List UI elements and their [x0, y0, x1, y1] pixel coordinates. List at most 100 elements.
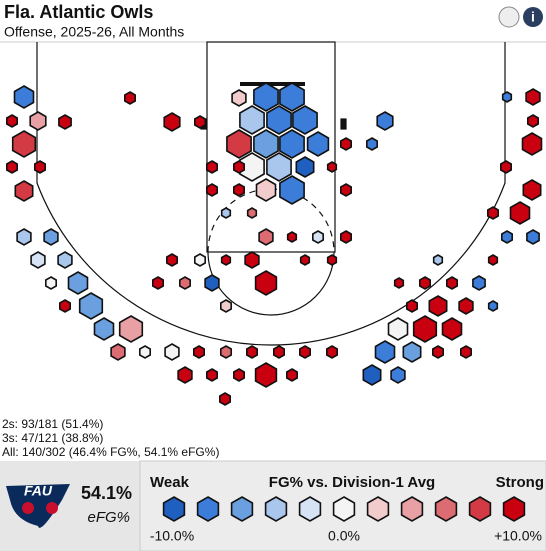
- legend-tick: -10.0%: [150, 528, 194, 544]
- shot-hex: [194, 115, 206, 129]
- shot-hex: [226, 129, 252, 159]
- shot-hex: [509, 201, 531, 225]
- shot-hex: [57, 251, 73, 269]
- shot-hex: [239, 105, 265, 135]
- shot-hex: [206, 368, 218, 382]
- scale-hex: [230, 496, 254, 522]
- subtitle: Offense, 2025-26, All Months: [4, 24, 184, 40]
- scale-hex: [434, 496, 458, 522]
- logo-eye: [46, 502, 58, 514]
- logo: [6, 484, 70, 528]
- stat-line: 3s: 47/121 (38.8%): [2, 431, 103, 445]
- shot-hex: [486, 206, 500, 220]
- summary-value: 54.1%: [81, 483, 132, 503]
- color-scale: [162, 496, 526, 522]
- shot-hex: [402, 341, 422, 363]
- shot-hex: [253, 129, 279, 159]
- shot-hex: [204, 274, 220, 292]
- shot-hex: [194, 253, 206, 267]
- shot-hex: [431, 345, 445, 359]
- stat-line: All: 140/302 (46.4% FG%, 54.1% eFG%): [2, 445, 219, 459]
- shot-hex: [387, 317, 409, 341]
- shot-hex: [445, 276, 459, 290]
- shot-hex: [272, 345, 286, 359]
- shot-hex: [219, 392, 231, 406]
- lane: [206, 41, 336, 253]
- shot-hex: [29, 111, 47, 131]
- shot-hex: [298, 345, 312, 359]
- shot-hex: [246, 345, 259, 359]
- scale-hex: [332, 496, 356, 522]
- shot-hex: [376, 111, 394, 131]
- stat-line: 2s: 93/181 (51.4%): [2, 417, 103, 431]
- shot-hex: [16, 228, 32, 246]
- summary-label: eFG%: [87, 509, 130, 526]
- shot-hex: [521, 132, 543, 156]
- shot-hex: [30, 251, 46, 269]
- shot-hex: [220, 207, 232, 219]
- shot-hex: [295, 156, 315, 178]
- shot-hex: [526, 229, 540, 245]
- scale-hex: [264, 496, 288, 522]
- shot-hex: [13, 85, 35, 109]
- legend-strong: Strong: [496, 474, 544, 491]
- shot-hex: [339, 230, 353, 244]
- shot-hex: [325, 345, 339, 359]
- shot-hex: [44, 276, 58, 290]
- shot-hex: [362, 364, 382, 386]
- free-throw-circle-dashed: [207, 188, 335, 253]
- shot-hex: [220, 299, 232, 313]
- lane-block: [340, 118, 347, 130]
- shot-hex: [279, 129, 305, 159]
- shot-hex: [164, 343, 180, 361]
- logo-eye: [22, 502, 34, 514]
- shot-hex: [374, 340, 396, 364]
- legend-title: FG% vs. Division-1 Avg: [269, 474, 435, 491]
- shot-hex: [78, 292, 104, 320]
- shot-hex: [428, 295, 448, 317]
- shot-hex: [206, 160, 218, 174]
- shot-hex: [110, 343, 126, 361]
- shot-hex: [166, 253, 178, 267]
- shot-hex: [393, 277, 405, 289]
- info-button[interactable]: [523, 7, 543, 27]
- scale-hex: [468, 496, 492, 522]
- shot-hex: [441, 317, 463, 341]
- shot-hex: [43, 228, 59, 246]
- shot-hex: [292, 105, 318, 135]
- shot-hex: [405, 299, 419, 313]
- shot-hex: [255, 178, 277, 202]
- shot-hex: [266, 152, 292, 182]
- title: Fla. Atlantic Owls: [4, 2, 153, 22]
- legend-tick: 0.0%: [328, 528, 360, 544]
- scale-hex: [502, 496, 526, 522]
- shot-hex: [231, 89, 247, 107]
- shot-hex: [6, 160, 19, 174]
- shot-hex: [501, 91, 513, 103]
- shot-hex: [326, 161, 338, 173]
- shot-hex: [311, 230, 325, 244]
- shot-hex: [258, 228, 274, 246]
- shot-hex: [339, 137, 353, 151]
- shot-hex: [487, 254, 499, 266]
- shot-hex: [432, 254, 444, 266]
- shot-hex: [499, 160, 513, 174]
- shot-hex: [6, 114, 19, 128]
- shot-hex: [244, 251, 260, 269]
- shot-hex: [458, 297, 474, 315]
- shot-hex: [326, 254, 338, 266]
- shot-hex: [253, 82, 279, 112]
- shot-hex: [459, 345, 473, 359]
- toggle-button[interactable]: [498, 6, 520, 28]
- three-point-line: [36, 42, 506, 346]
- shot-hex: [233, 160, 245, 174]
- scale-hex: [196, 496, 220, 522]
- shot-hex: [139, 345, 151, 359]
- shot-hexes: [6, 82, 543, 406]
- shot-hex: [279, 175, 305, 205]
- info-icon: i: [531, 9, 535, 25]
- logo-text: FAU: [24, 483, 53, 499]
- shot-hex: [163, 112, 181, 132]
- shot-hex: [152, 276, 164, 290]
